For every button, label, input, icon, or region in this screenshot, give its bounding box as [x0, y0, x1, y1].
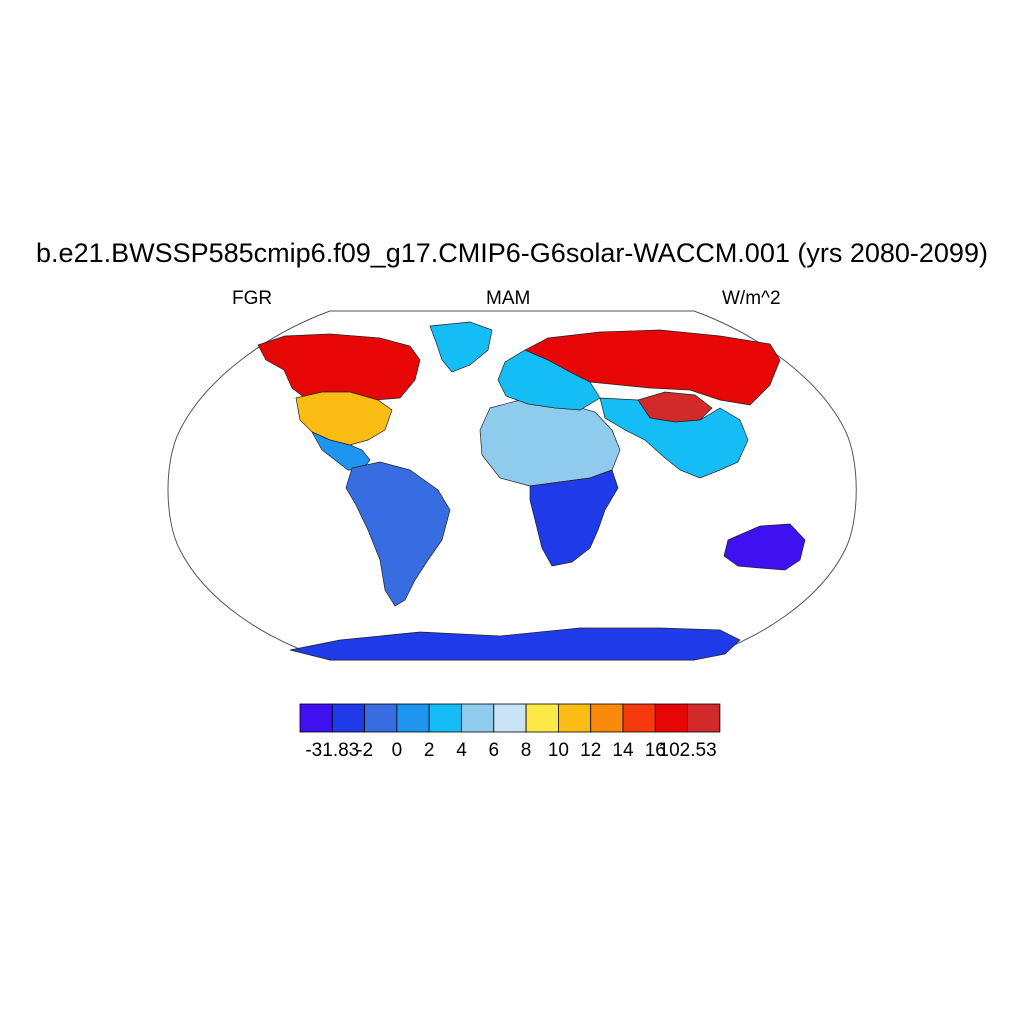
region-greenland	[429, 321, 493, 373]
colorbar-box	[396, 703, 430, 733]
colorbar-label: 4	[456, 740, 467, 761]
season-label: MAM	[486, 288, 531, 309]
region-south-america	[345, 461, 451, 607]
plot-title: b.e21.BWSSP585cmip6.f09_g17.CMIP6-G6sola…	[36, 238, 988, 268]
region-south-asia	[599, 397, 749, 479]
variable-label: FGR	[232, 288, 273, 309]
region-siberia-russia	[524, 329, 781, 406]
colorbar-label: 12	[580, 740, 601, 761]
colorbar-box	[525, 703, 559, 733]
region-southern-africa	[529, 469, 619, 567]
colorbar-box	[493, 703, 527, 733]
region-antarctica	[289, 627, 741, 661]
colorbar-label: 14	[612, 740, 634, 761]
units-label: W/m^2	[722, 288, 781, 309]
region-canada-alaska	[257, 333, 421, 401]
colorbar-box	[331, 703, 365, 733]
colorbar-label: 6	[489, 740, 500, 761]
region-australia	[723, 523, 806, 571]
colorbar-label: 16	[645, 740, 666, 761]
region-eastern-us	[295, 391, 393, 446]
colorbar-label: 0	[392, 740, 403, 761]
colorbar-box	[299, 703, 333, 733]
colorbar-box	[364, 703, 398, 733]
colorbar-label: 10	[548, 740, 569, 761]
colorbar-label: 102.53	[659, 740, 717, 761]
colorbar-box	[687, 703, 721, 733]
colorbar-label: 2	[424, 740, 435, 761]
colorbar-label: -31.83	[305, 740, 359, 761]
colorbar-box	[590, 703, 624, 733]
colorbar-label: -2	[356, 740, 373, 761]
colorbar-box	[558, 703, 592, 733]
colorbar-box	[622, 703, 656, 733]
colorbar-box	[461, 703, 495, 733]
colorbar-box	[428, 703, 462, 733]
colorbar-label: 8	[521, 740, 532, 761]
colorbar-box	[654, 703, 688, 733]
